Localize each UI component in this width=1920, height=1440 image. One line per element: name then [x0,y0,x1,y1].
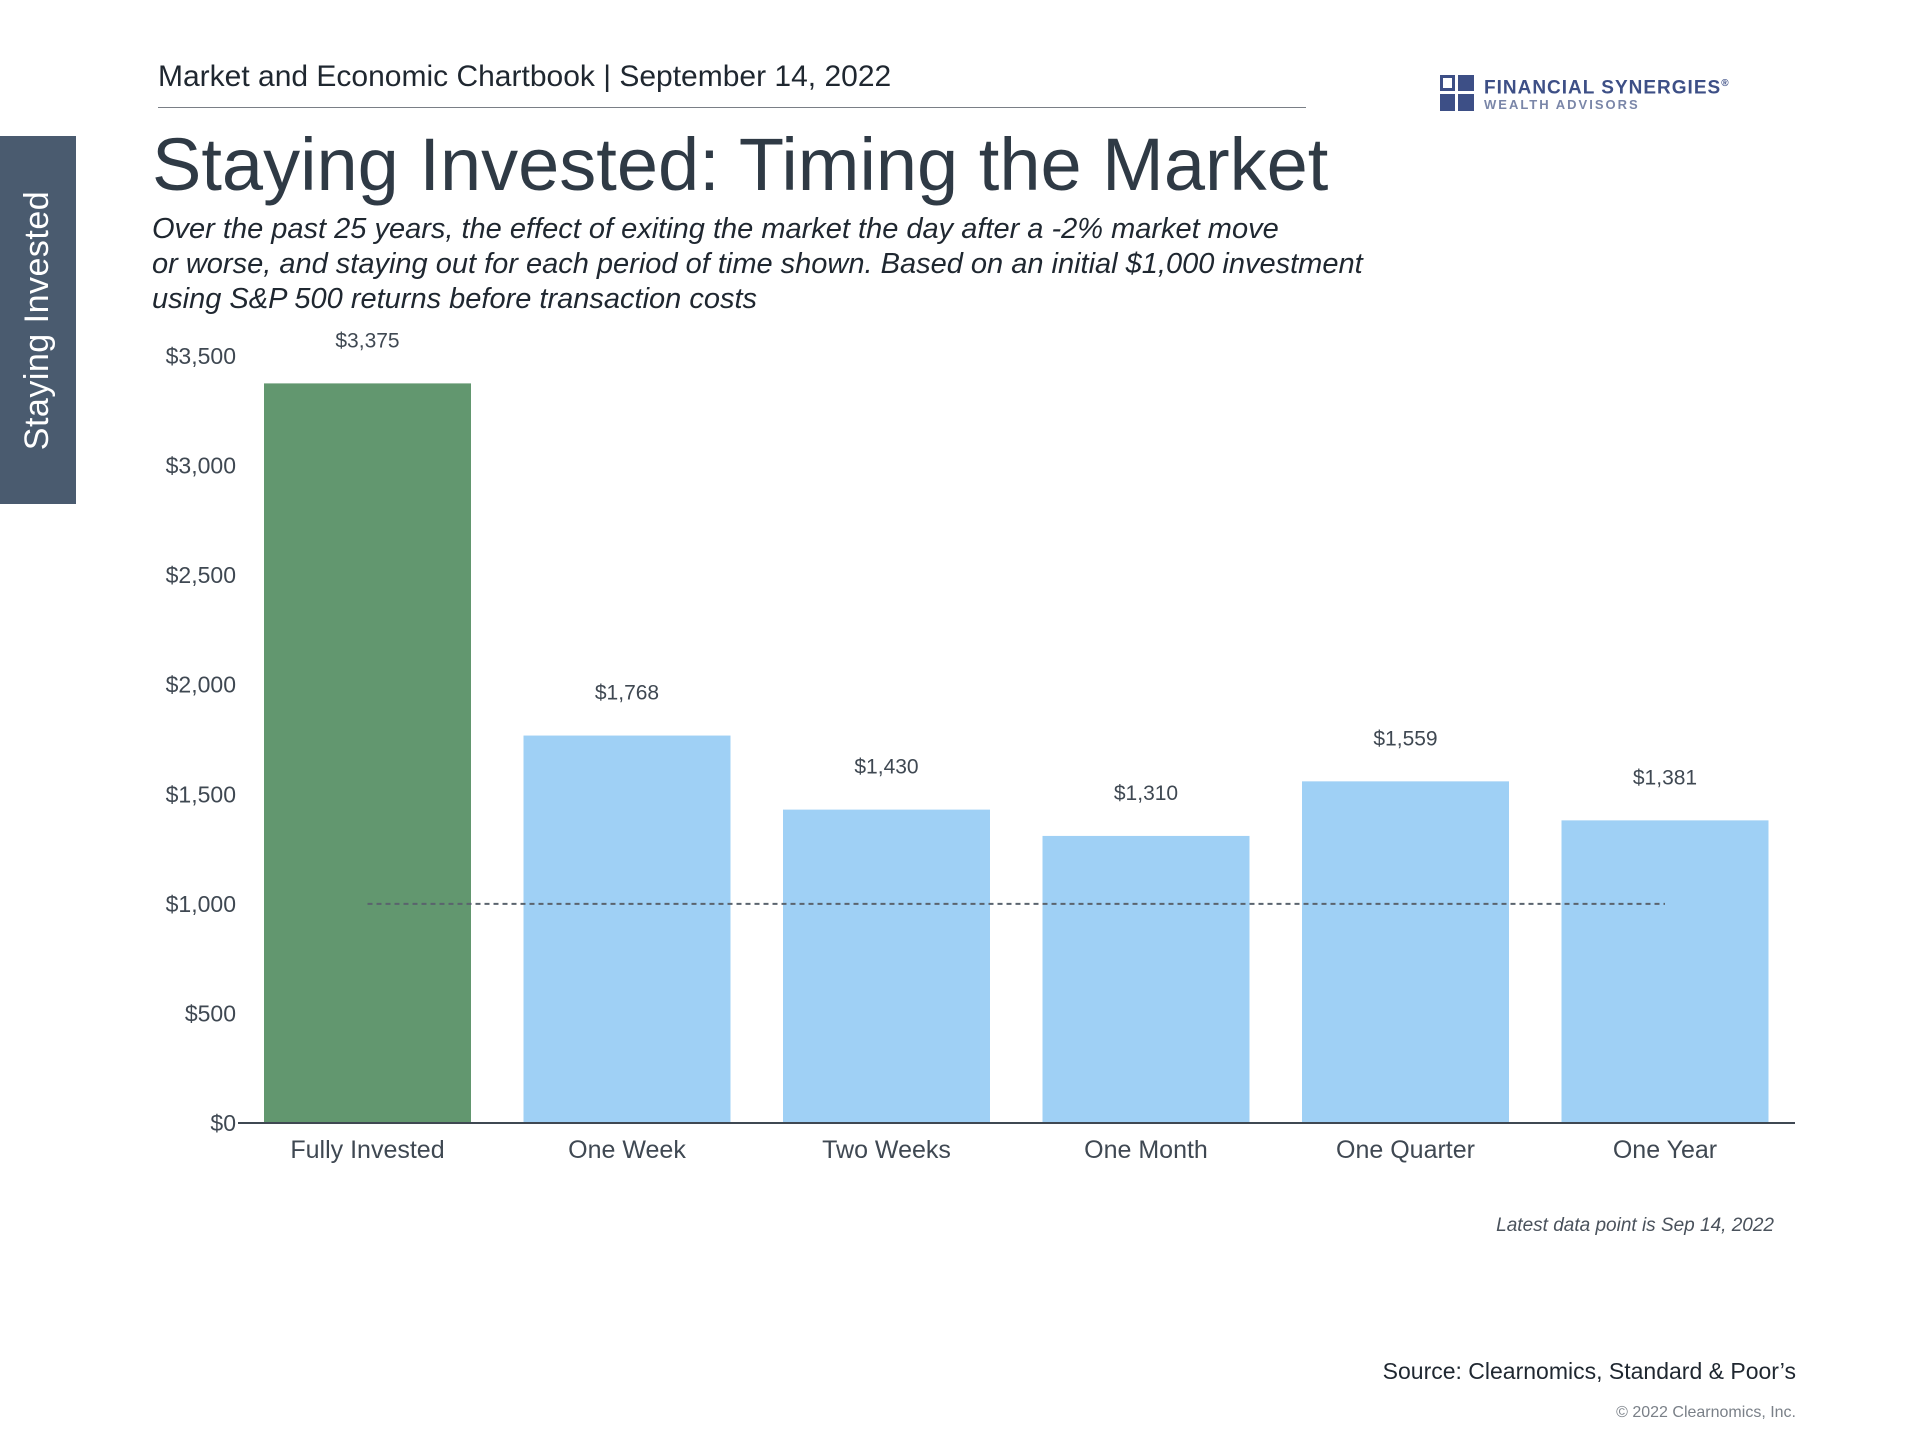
subtitle-line: Over the past 25 years, the effect of ex… [152,213,1279,245]
bar-value-label: $1,430 [854,756,918,779]
bar [1302,781,1509,1123]
y-axis-tick-label: $0 [210,1110,236,1136]
page-title: Staying Invested: Timing the Market [152,123,1329,206]
bar-value-label: $1,768 [595,682,659,705]
x-axis-category-label: One Week [568,1136,686,1164]
y-axis-tick-label: $3,500 [166,343,236,369]
data-note: Latest data point is Sep 14, 2022 [1496,1215,1774,1236]
bar-value-label: $1,310 [1114,782,1178,805]
y-axis-tick-label: $3,000 [166,453,236,479]
bar-value-label: $1,381 [1633,766,1697,789]
x-axis-category-label: One Year [1613,1136,1717,1164]
y-axis-tick-label: $1,500 [166,781,236,807]
source-text: Source: Clearnomics, Standard & Poor’s [1382,1358,1796,1384]
side-tab: Staying Invested [0,136,76,504]
x-axis-category-label: Two Weeks [822,1136,951,1164]
x-axis-category-label: One Month [1084,1136,1208,1164]
y-axis-tick-label: $2,500 [166,562,236,588]
x-axis-category-label: One Quarter [1336,1136,1475,1164]
copyright-text: © 2022 Clearnomics, Inc. [1616,1404,1796,1421]
company-logo: FINANCIAL SYNERGIES® WEALTH ADVISORS [1440,74,1730,112]
bar [264,383,471,1124]
y-axis-tick-label: $500 [185,1000,236,1026]
chartbook-header: Market and Economic Chartbook | Septembe… [158,60,892,93]
bar [523,735,731,1123]
logo-flag-icon [1440,75,1474,112]
bar [783,809,990,1123]
bar [1042,835,1250,1123]
logo-tagline: WEALTH ADVISORS [1484,97,1640,113]
bar [1561,820,1769,1123]
header-divider [158,107,1306,108]
subtitle-line: or worse, and staying out for each perio… [152,248,1363,280]
y-axis-tick-label: $1,000 [166,891,236,917]
logo-name: FINANCIAL SYNERGIES [1484,77,1722,99]
bar-value-label: $1,559 [1373,727,1437,750]
y-axis-tick-label: $2,000 [166,672,236,698]
chart-subtitle: Over the past 25 years, the effect of ex… [152,212,1412,317]
logo-registered: ® [1721,78,1730,89]
x-axis-category-label: Fully Invested [290,1136,444,1164]
subtitle-line: using S&P 500 returns before transaction… [152,283,758,315]
bar-value-label: $3,375 [335,329,399,352]
